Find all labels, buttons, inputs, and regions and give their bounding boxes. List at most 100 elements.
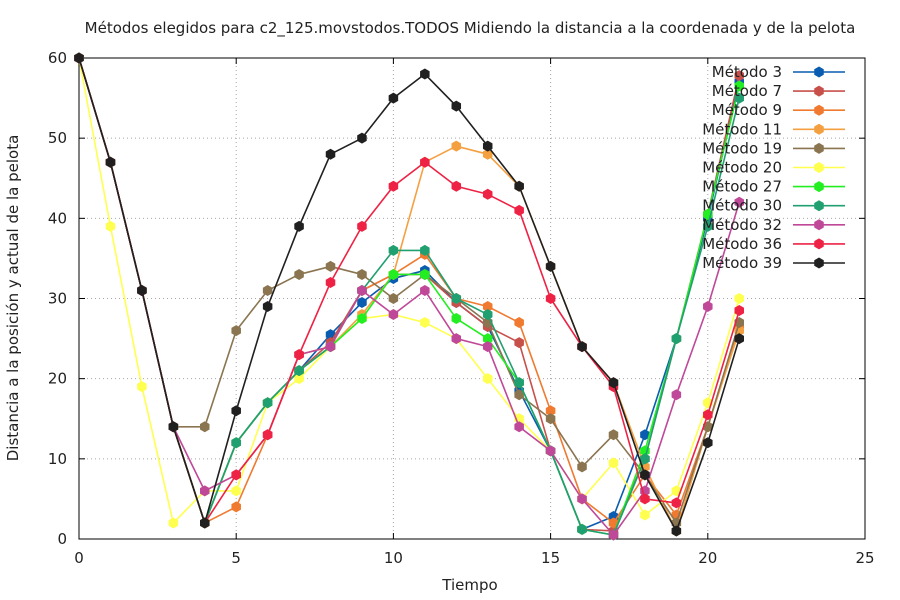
data-point: [514, 377, 524, 389]
y-tick-label: 40: [48, 209, 67, 227]
legend-item: Método 3: [712, 63, 845, 81]
data-point: [671, 389, 682, 401]
series-line: [78, 57, 741, 524]
data-point: [231, 485, 241, 497]
data-point: [451, 180, 462, 192]
data-point: [451, 333, 462, 345]
legend-item: Método 30: [702, 197, 845, 215]
legend-label: Método 11: [702, 120, 782, 138]
data-point: [388, 293, 399, 304]
data-point: [262, 429, 273, 441]
series-line: [78, 57, 741, 524]
data-point: [671, 497, 682, 509]
legend-swatch-marker: [814, 162, 824, 173]
x-tick-label: 25: [855, 549, 874, 567]
data-point: [514, 421, 524, 433]
data-point: [671, 525, 682, 537]
data-point: [545, 405, 556, 417]
data-point: [325, 276, 336, 288]
y-axis-label: Distancia a la posición y actual de la p…: [4, 135, 22, 462]
legend-item: Método 39: [702, 254, 845, 272]
chart-title: Métodos elegidos para c2_125.movstodos.T…: [85, 19, 856, 38]
data-point: [451, 293, 462, 304]
data-point: [671, 333, 682, 345]
data-point: [482, 140, 493, 152]
legend-label: Método 19: [702, 139, 782, 157]
data-point: [262, 284, 273, 296]
legend-swatch-marker: [814, 181, 824, 193]
data-point: [420, 244, 430, 256]
legend-item: Método 27: [702, 178, 845, 196]
data-point: [388, 309, 399, 321]
data-point: [608, 529, 619, 541]
data-point: [577, 341, 587, 353]
data-point: [105, 156, 116, 168]
data-point: [640, 509, 650, 521]
legend-swatch-marker: [814, 219, 824, 231]
data-point: [451, 140, 462, 152]
x-tick-label: 0: [74, 549, 84, 567]
y-tick-label: 20: [48, 370, 67, 388]
legend-swatch-marker: [814, 123, 824, 135]
data-point: [703, 409, 713, 421]
data-point: [388, 92, 399, 104]
legend-swatch-marker: [814, 85, 824, 97]
data-point: [545, 260, 556, 272]
data-point: [420, 68, 430, 80]
data-point: [420, 317, 430, 329]
data-point: [137, 381, 147, 393]
series-group: [74, 52, 744, 541]
x-tick-label: 10: [384, 549, 403, 567]
data-point: [514, 204, 524, 216]
data-point: [577, 523, 587, 535]
data-point: [294, 373, 304, 385]
data-point: [545, 413, 556, 425]
data-point: [608, 377, 619, 389]
data-point: [640, 469, 650, 481]
data-point: [640, 493, 650, 505]
legend-label: Método 32: [702, 216, 782, 234]
legend-label: Método 27: [702, 178, 782, 196]
legend-item: Método 7: [712, 82, 845, 100]
legend-item: Método 9: [712, 101, 845, 119]
series-line: [78, 57, 741, 532]
data-point: [482, 333, 493, 345]
data-point: [200, 421, 210, 433]
data-point: [357, 284, 367, 296]
legend-label: Método 20: [702, 159, 782, 177]
x-tick-label: 20: [698, 549, 717, 567]
data-point: [200, 517, 210, 529]
data-point: [168, 517, 179, 529]
data-point: [734, 196, 744, 208]
data-point: [388, 244, 399, 256]
legend-swatch-marker: [814, 257, 824, 269]
data-point: [577, 461, 587, 473]
data-point: [703, 301, 713, 313]
legend-item: Método 20: [702, 159, 845, 177]
data-point: [357, 297, 367, 309]
data-point: [640, 429, 650, 441]
data-point: [482, 309, 493, 321]
data-point: [262, 397, 273, 409]
data-point: [734, 92, 744, 104]
legend-swatch-marker: [814, 66, 824, 78]
data-point: [74, 52, 84, 64]
legend-label: Método 36: [702, 235, 782, 253]
data-point: [451, 313, 462, 325]
y-tick-label: 30: [48, 290, 67, 308]
legend-label: Método 39: [702, 254, 782, 272]
data-point: [105, 220, 116, 232]
data-point: [514, 317, 524, 329]
data-point: [482, 373, 493, 385]
data-point: [734, 333, 744, 345]
data-point: [514, 389, 524, 401]
data-point: [608, 429, 619, 441]
data-point: [294, 220, 304, 232]
data-point: [734, 293, 744, 304]
data-point: [231, 437, 241, 449]
data-point: [325, 341, 336, 353]
data-point: [671, 485, 682, 497]
y-tick-label: 60: [48, 49, 67, 67]
legend-item: Método 32: [702, 216, 845, 234]
data-point: [231, 469, 241, 481]
